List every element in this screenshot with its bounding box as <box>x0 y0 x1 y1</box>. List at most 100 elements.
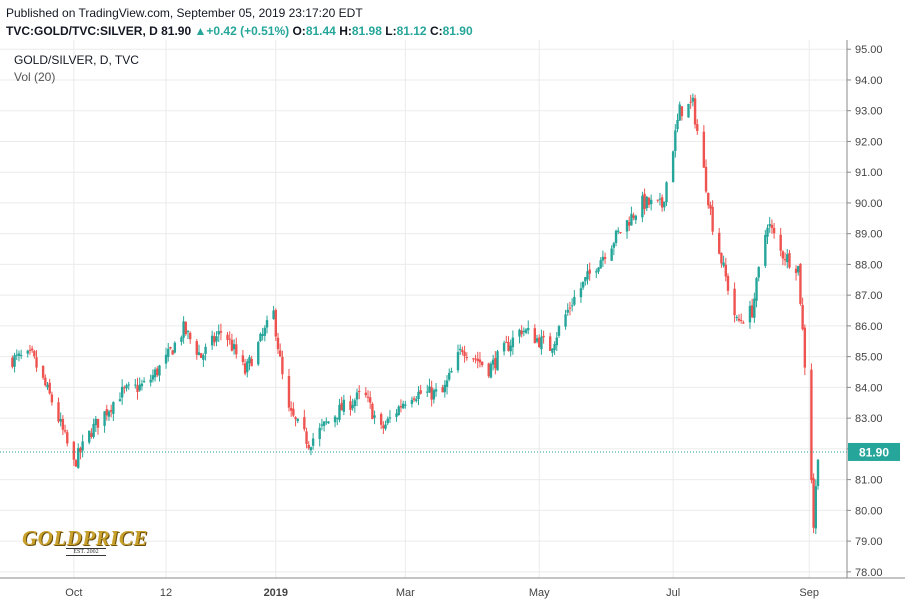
candle-body <box>379 413 383 425</box>
candle-body <box>691 97 695 102</box>
candle-body <box>140 383 144 387</box>
candle-body <box>799 263 802 304</box>
candle-body <box>171 350 174 355</box>
candle-body <box>351 405 354 409</box>
candle-body <box>105 409 108 416</box>
candle-body <box>235 344 238 355</box>
candle-body <box>182 321 185 338</box>
candle-body <box>325 421 328 423</box>
candle-body <box>430 387 433 400</box>
candle-body <box>309 447 313 451</box>
candle-body <box>579 288 583 298</box>
candle-body <box>340 402 343 411</box>
x-tick-label: Oct <box>65 587 82 599</box>
candle-body <box>46 384 49 388</box>
candle-body <box>797 266 800 273</box>
candle-body <box>112 402 115 414</box>
candle-body <box>689 101 692 103</box>
candle-body <box>72 441 76 460</box>
y-tick-label: 91.00 <box>855 167 883 179</box>
candle-body <box>696 124 699 131</box>
candle-body <box>213 336 216 343</box>
candle-body <box>366 396 370 398</box>
candle-body <box>19 355 23 357</box>
candle-body <box>320 424 324 426</box>
candle-body <box>678 104 681 121</box>
candle-body <box>228 338 231 340</box>
y-tick-label: 89.00 <box>855 229 883 241</box>
candle-body <box>726 276 730 291</box>
candle-body <box>243 363 247 374</box>
candle-body <box>94 418 98 426</box>
candle-body <box>757 267 760 278</box>
candle-body <box>505 341 508 343</box>
candle-body <box>456 352 460 371</box>
x-tick-label: Sep <box>799 587 819 599</box>
y-tick-label: 95.00 <box>855 44 883 56</box>
candle-body <box>786 254 789 263</box>
candle-body <box>641 195 644 218</box>
candle-body <box>601 256 605 261</box>
candle-body <box>311 438 315 446</box>
candle-body <box>581 281 585 288</box>
candle-body <box>465 357 468 359</box>
candle-body <box>195 341 198 355</box>
candle-body <box>450 371 453 373</box>
candle-body <box>415 399 418 402</box>
candle-body <box>709 204 712 209</box>
candle-body <box>289 407 293 411</box>
candle-body <box>156 368 159 376</box>
candle-body <box>197 352 201 355</box>
last-price-badge <box>848 442 900 461</box>
candle-body <box>445 380 449 387</box>
candle-body <box>588 269 591 274</box>
last-price-label: 81.90 <box>859 445 889 459</box>
candle-body <box>109 410 113 412</box>
candle-body <box>647 197 651 205</box>
candle-body <box>750 305 754 318</box>
candle-body <box>92 423 95 438</box>
candle-body <box>35 357 38 368</box>
candle-body <box>524 329 528 333</box>
candle-body <box>386 418 389 424</box>
candle-body <box>718 232 721 254</box>
candle-body <box>158 365 161 376</box>
candle-body <box>77 448 80 468</box>
candle-body <box>428 386 431 393</box>
y-tick-label: 90.00 <box>855 198 883 210</box>
y-tick-label: 87.00 <box>855 290 883 302</box>
y-tick-label: 84.00 <box>855 382 883 394</box>
candle-body <box>597 267 600 272</box>
candle-body <box>248 357 251 364</box>
candle-body <box>57 402 60 422</box>
candle-body <box>26 350 29 354</box>
goldprice-logo: GOLDPRICE EST. 2002 <box>22 526 148 556</box>
candle-body <box>566 309 569 313</box>
candle-body <box>107 411 111 417</box>
price-chart[interactable]: 95.00 94.00 93.00 92.00 91.00 90.00 89.00 88.00… <box>0 40 905 612</box>
candle-body <box>338 404 341 420</box>
candle-body <box>768 224 771 227</box>
candle-body <box>410 399 414 404</box>
candle-body <box>41 365 45 378</box>
y-tick-label: 92.00 <box>855 136 883 148</box>
candle-body <box>66 432 69 444</box>
y-tick-label: 94.00 <box>855 75 883 87</box>
candle-body <box>720 252 723 264</box>
candle-body <box>463 351 466 357</box>
candle-body <box>660 197 664 208</box>
candle-body <box>180 337 183 342</box>
candle-body <box>263 327 267 336</box>
candle-body <box>693 98 697 125</box>
candle-body <box>474 358 477 360</box>
candle-body <box>167 348 170 357</box>
candle-body <box>533 328 537 344</box>
candle-body <box>261 334 264 336</box>
candle-body <box>353 400 357 407</box>
candle-body <box>246 361 249 373</box>
candle-body <box>241 355 245 362</box>
candle-body <box>487 363 490 377</box>
candle-body <box>711 206 714 232</box>
candle-body <box>217 330 220 335</box>
candle-body <box>371 403 374 420</box>
